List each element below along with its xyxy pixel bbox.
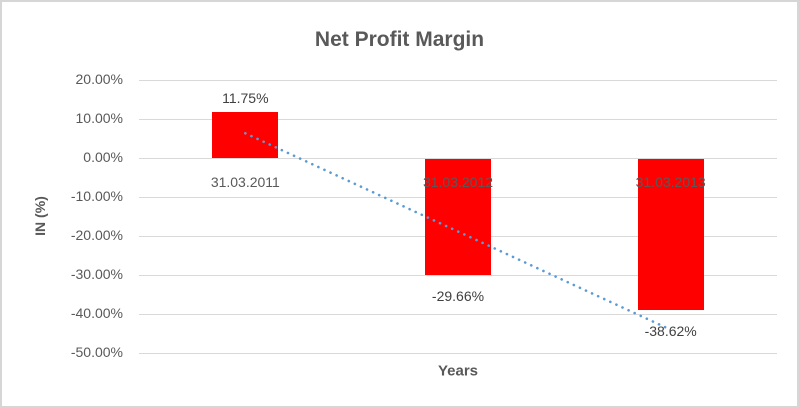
- gridline--30.00%: [139, 275, 777, 276]
- y-tick-label: -10.00%: [70, 188, 123, 204]
- y-tick-label: 0.00%: [83, 149, 123, 165]
- category-label: 31.03.2012: [422, 174, 494, 190]
- y-tick-label: -20.00%: [70, 227, 123, 243]
- x-axis-title: Years: [437, 362, 479, 380]
- data-label: 11.75%: [222, 90, 269, 107]
- y-tick-label: -50.00%: [70, 344, 123, 360]
- category-label: 31.03.2011: [210, 174, 280, 190]
- y-tick-label: 20.00%: [75, 71, 123, 87]
- gridline--50.00%: [139, 353, 777, 354]
- bar-31.03.2011: [212, 112, 279, 158]
- gridline-10.00%: [139, 119, 777, 120]
- y-tick-label: -30.00%: [70, 266, 123, 282]
- y-tick-label: 10.00%: [75, 110, 123, 126]
- chart-title: Net Profit Margin: [314, 28, 485, 51]
- data-label: -38.62%: [644, 322, 697, 339]
- bar-31.03.2013: [637, 159, 704, 310]
- gridline--40.00%: [139, 314, 777, 315]
- y-tick-label: -40.00%: [70, 305, 123, 321]
- data-label: -29.66%: [431, 287, 485, 304]
- gridline-0.00%: [139, 158, 777, 159]
- category-label: 31.03.2013: [635, 174, 706, 190]
- gridline-20.00%: [139, 80, 777, 81]
- bar-31.03.2012: [425, 159, 491, 275]
